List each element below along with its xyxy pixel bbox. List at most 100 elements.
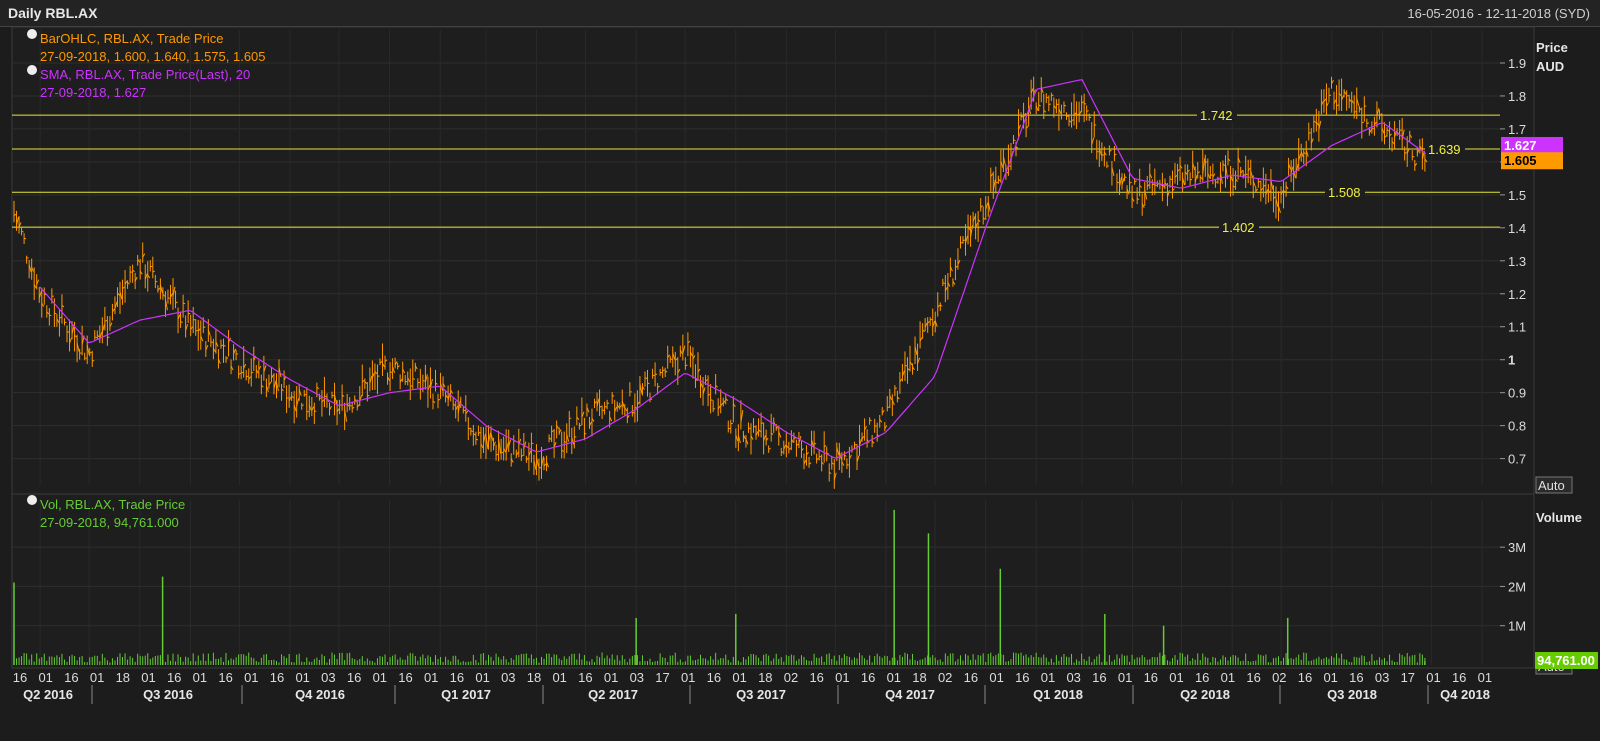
price-tick-label: 1.8 xyxy=(1508,89,1526,104)
x-day-label: 16 xyxy=(1298,670,1312,685)
x-day-label: 01 xyxy=(681,670,695,685)
ohlc-close-tick xyxy=(1212,173,1216,178)
ohlc-close-tick xyxy=(1210,174,1213,176)
ohlc-close-tick xyxy=(808,462,812,465)
ohlc-close-tick xyxy=(478,431,481,434)
ohlc-close-tick xyxy=(1053,105,1057,109)
ohlc-close-tick xyxy=(642,386,645,390)
ohlc-close-tick xyxy=(1242,174,1246,177)
ohlc-close-tick xyxy=(490,433,494,442)
ohlc-close-tick xyxy=(508,439,512,447)
ohlc-close-tick xyxy=(1278,206,1281,214)
ohlc-close-tick xyxy=(985,202,989,210)
volume-panel[interactable] xyxy=(11,493,1535,669)
ohlc-close-tick xyxy=(28,264,32,273)
ohlc-close-tick xyxy=(1030,88,1034,94)
ohlc-close-tick xyxy=(891,399,895,406)
ohlc-close-tick xyxy=(304,394,307,396)
x-day-label: 03 xyxy=(1375,670,1389,685)
ohlc-close-tick xyxy=(1073,112,1077,116)
ohlc-close-tick xyxy=(924,322,928,328)
ohlc-close-tick xyxy=(546,461,550,468)
ohlc-close-tick xyxy=(92,360,95,362)
ohlc-close-tick xyxy=(134,276,138,282)
barohlc-legend-icon[interactable] xyxy=(27,29,37,39)
ohlc-close-tick xyxy=(944,287,948,291)
ohlc-close-tick xyxy=(18,222,22,227)
ohlc-close-tick xyxy=(394,361,398,366)
ohlc-close-tick xyxy=(940,304,943,307)
ohlc-close-tick xyxy=(1172,188,1175,192)
barohlc-legend-values: 27-09-2018, 1.600, 1.640, 1.575, 1.605 xyxy=(40,49,266,64)
sma-legend-icon[interactable] xyxy=(27,65,37,75)
ohlc-close-tick xyxy=(1061,114,1064,116)
ohlc-close-tick xyxy=(783,444,787,450)
ohlc-close-tick xyxy=(785,445,789,449)
ohlc-close-tick xyxy=(848,454,852,460)
ohlc-close-tick xyxy=(934,320,938,327)
x-day-label: 16 xyxy=(809,670,823,685)
ohlc-close-tick xyxy=(919,337,923,342)
ohlc-close-tick xyxy=(36,279,40,285)
price-auto-box[interactable] xyxy=(1535,476,1573,494)
x-day-label: 01 xyxy=(424,670,438,685)
ohlc-close-tick xyxy=(344,409,348,422)
ohlc-close-tick xyxy=(86,344,90,355)
ohlc-close-tick xyxy=(677,368,681,374)
x-day-label: 16 xyxy=(13,670,27,685)
price-auto-label[interactable]: Auto xyxy=(1538,478,1565,493)
x-quarter-label: Q2 2016 xyxy=(23,687,73,702)
ohlc-close-tick xyxy=(725,398,729,401)
volume-legend-icon[interactable] xyxy=(27,495,37,505)
ohlc-close-tick xyxy=(1252,181,1256,187)
ohlc-close-tick xyxy=(823,445,827,448)
ohlc-close-tick xyxy=(41,302,45,307)
x-day-label: 01 xyxy=(552,670,566,685)
ohlc-close-tick xyxy=(591,417,595,422)
ohlc-close-tick xyxy=(412,377,416,380)
ohlc-close-tick xyxy=(245,375,249,378)
x-day-label: 16 xyxy=(1015,670,1029,685)
ohlc-close-tick xyxy=(1197,171,1201,174)
ohlc-close-tick xyxy=(94,336,97,339)
ohlc-close-tick xyxy=(1187,169,1190,173)
ohlc-close-tick xyxy=(379,360,383,364)
ohlc-close-tick xyxy=(298,389,302,396)
price-tick-label: 1 xyxy=(1508,353,1515,368)
ohlc-close-tick xyxy=(334,394,338,404)
ohlc-close-tick xyxy=(1182,177,1186,186)
ohlc-close-tick xyxy=(414,365,418,370)
ohlc-close-tick xyxy=(142,253,146,258)
ohlc-close-tick xyxy=(781,451,784,453)
level-label: 1.742 xyxy=(1200,108,1233,123)
ohlc-close-tick xyxy=(104,319,108,322)
x-day-label: 16 xyxy=(861,670,875,685)
ohlc-close-tick xyxy=(669,358,673,361)
x-day-label: 16 xyxy=(578,670,592,685)
ohlc-close-tick xyxy=(685,364,688,367)
x-quarter-label: Q3 2018 xyxy=(1327,687,1377,702)
ohlc-close-tick xyxy=(97,334,100,338)
ohlc-close-tick xyxy=(1376,108,1380,116)
ohlc-close-tick xyxy=(1051,94,1054,97)
ohlc-close-tick xyxy=(1023,112,1027,118)
ohlc-close-tick xyxy=(1169,178,1173,181)
ohlc-close-tick xyxy=(228,337,231,343)
ohlc-close-tick xyxy=(700,382,703,388)
ohlc-close-tick xyxy=(962,239,966,242)
ohlc-close-tick xyxy=(515,451,519,456)
ohlc-close-tick xyxy=(132,269,135,273)
ohlc-close-tick xyxy=(720,402,724,407)
price-tick-label: 1.7 xyxy=(1508,122,1526,137)
chart-title: Daily RBL.AX xyxy=(8,5,98,21)
ohlc-close-tick xyxy=(119,291,123,300)
ohlc-close-tick xyxy=(1315,121,1319,126)
ohlc-close-tick xyxy=(296,398,300,407)
ohlc-close-tick xyxy=(732,403,736,408)
x-axis[interactable] xyxy=(0,669,1534,741)
ohlc-close-tick xyxy=(1416,149,1420,154)
ohlc-close-tick xyxy=(564,441,567,443)
ohlc-close-tick xyxy=(689,351,693,357)
ohlc-close-tick xyxy=(1043,109,1047,113)
